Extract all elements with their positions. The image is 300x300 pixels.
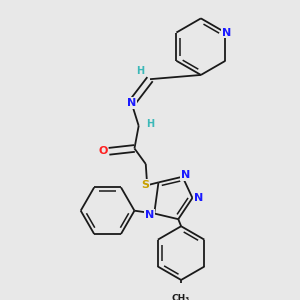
- Text: O: O: [98, 146, 107, 156]
- Text: CH₃: CH₃: [172, 294, 190, 300]
- Text: N: N: [127, 98, 136, 108]
- Text: S: S: [141, 180, 149, 190]
- Text: N: N: [145, 210, 154, 220]
- Text: N: N: [194, 193, 203, 203]
- Text: H: H: [146, 119, 154, 129]
- Text: H: H: [136, 66, 144, 76]
- Text: N: N: [181, 170, 190, 180]
- Text: N: N: [222, 28, 231, 38]
